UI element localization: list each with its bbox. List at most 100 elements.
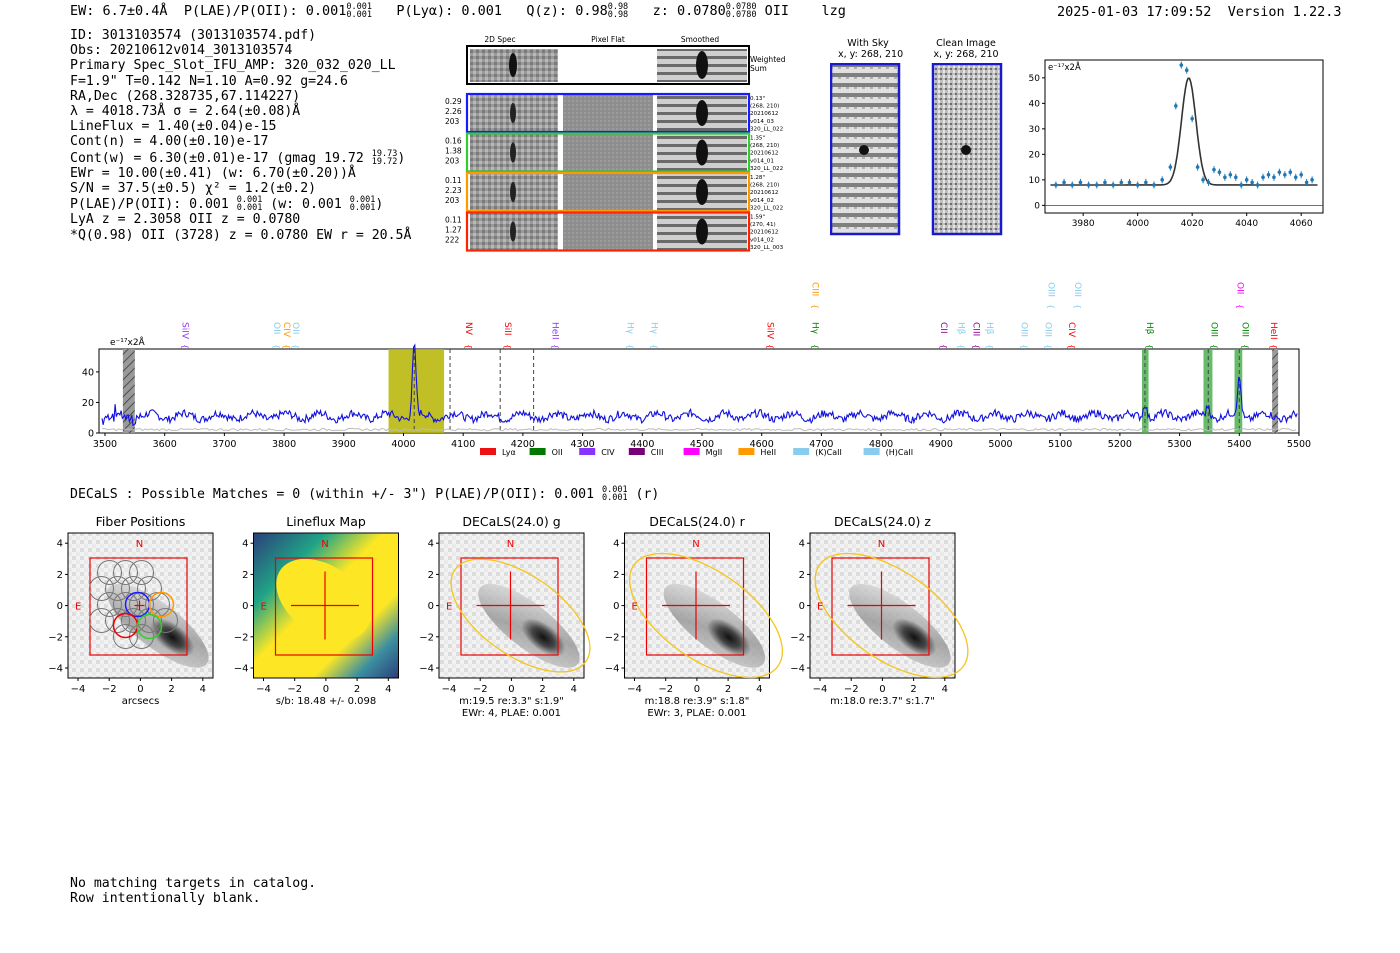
row-meta: (268, 210) — [750, 143, 779, 149]
spectrum-line-bracket: { — [810, 304, 819, 309]
header-z-type: OII — [764, 3, 789, 19]
row-meta: 0.13" — [750, 96, 765, 102]
spectrum-line-bracket: { — [625, 344, 634, 349]
spectrum-line-label: Hβ — [1144, 322, 1154, 335]
fit-data-point — [1062, 180, 1066, 185]
panel-aperture-box — [89, 557, 188, 656]
panel-x-tick-label: 4 — [200, 684, 206, 695]
fit-data-point — [1277, 170, 1282, 174]
panel-caption-1: m:18.8 re:3.9" s:1.8" — [645, 696, 750, 707]
fit-data-point — [1135, 183, 1140, 187]
footer-line1: No matching targets in catalog. — [70, 876, 317, 891]
spectrum-line-bracket: { — [503, 344, 512, 349]
spectrum-line-bracket: { — [1046, 304, 1055, 309]
north-label: N — [878, 539, 885, 550]
spectrum-line-bracket: { — [1019, 344, 1028, 349]
east-label: E — [446, 602, 452, 613]
weighted-sum-smooth-blob — [696, 51, 708, 79]
with-sky-header: With Sky x, y: 268, 210 — [838, 38, 904, 60]
spectrum-line-bracket: { — [957, 344, 966, 349]
header-z: z: 0.0780 — [652, 3, 726, 19]
panel-y-tick-label: 4 — [613, 539, 619, 550]
fit-data-point — [1174, 104, 1178, 108]
fiber-circle — [121, 576, 146, 601]
panel-x-tick-label: 2 — [725, 684, 731, 695]
spectrum-x-tick-label: 3900 — [332, 439, 356, 450]
panel-caption-1: arcsecs — [122, 696, 160, 707]
spectrum-line-bracket: { — [810, 344, 819, 349]
spectrum-line-label: SiII — [502, 322, 512, 336]
fit-data-point — [1070, 183, 1075, 187]
east-label: E — [632, 602, 638, 613]
spectrum-line-label: Hγ — [648, 322, 658, 335]
spectrum-line-label: HeII — [550, 322, 560, 340]
spectrum-x-tick-label: 4200 — [511, 439, 535, 450]
legend-swatch — [480, 448, 496, 455]
spectrum-x-tick-label: 4600 — [750, 439, 774, 450]
spectrum-line-label: Hβ — [984, 322, 994, 335]
spectrum-line-label: OII — [290, 322, 300, 334]
fit-data-point — [1086, 183, 1091, 187]
image-panel: Fiber Positions N E −4 −4 −2 −2 0 0 2 2 4 4 arcsecs — [48, 514, 214, 707]
spectrum-line-label: HeII — [1268, 322, 1278, 340]
legend-swatch — [579, 448, 596, 455]
panel-aperture-box — [831, 557, 930, 656]
panel-y-tick-label: 2 — [428, 570, 434, 581]
row-frame — [465, 211, 751, 252]
legend-label: (K)CaII — [815, 448, 842, 457]
legend-label: CIV — [601, 448, 615, 457]
panel-x-tick-label: 4 — [756, 684, 762, 695]
spectrum-line-bracket: { — [551, 344, 560, 349]
spectrum-x-tick-label: 3500 — [93, 439, 117, 450]
spectrum-line-bracket: { — [649, 344, 658, 349]
legend-label: MgII — [706, 448, 723, 457]
spectrum-line-bracket: { — [1240, 344, 1249, 349]
fit-x-tick-label: 4020 — [1181, 219, 1204, 229]
panel-y-tick-label: 2 — [57, 570, 63, 581]
panel-y-tick-label: 2 — [799, 570, 805, 581]
fit-data-point — [1184, 68, 1189, 72]
row-meta: v014_01 — [750, 158, 774, 164]
fit-plot-frame — [1044, 59, 1324, 214]
weighted-label: Weighted — [750, 55, 786, 64]
info-lambda: λ = 4018.73Å σ = 2.64(±0.08)Å — [70, 104, 301, 120]
panel-title: DECaLS(24.0) r — [649, 514, 745, 529]
row-line-blob — [510, 221, 516, 242]
panel-y-tick-label: 4 — [799, 539, 805, 550]
spectrum-line-bracket: { — [1209, 344, 1218, 349]
fit-data-point — [1206, 180, 1211, 185]
info-plae-w-frac: 0.001 0.001 — [350, 196, 376, 213]
panel-y-tick-label: 2 — [613, 570, 619, 581]
fit-y-tick-label: 20 — [1029, 150, 1041, 160]
legend-swatch — [738, 448, 755, 455]
spectrum-band — [1234, 349, 1243, 433]
spectrum-line-label: OIII — [1239, 322, 1249, 337]
fit-marks — [1050, 61, 1318, 189]
spectrum-x-tick-label: 4700 — [809, 439, 833, 450]
header-plae-sub: 0.001 — [346, 10, 372, 20]
spectrum-line-label: CIV — [1066, 322, 1076, 338]
info-lya: LyA z = 2.3058 OII z = 0.0780 — [70, 212, 301, 228]
legend-swatch — [863, 448, 880, 455]
image-panel: DECaLS(24.0) g N E −4 −4 −2 −2 0 0 2 2 4 4 m:19.5 re:… — [419, 514, 609, 719]
spectrum-line-label: OIII — [1045, 282, 1055, 297]
row-meta: v014_02 — [750, 198, 774, 204]
clean-image-header: Clean Image x, y: 268, 210 — [930, 38, 1002, 60]
with-sky-xy: x, y: 268, 210 — [838, 49, 904, 60]
spectrum-line-bracket: { — [1073, 304, 1082, 309]
row-meta: 20210612 — [750, 111, 778, 117]
row-frame — [465, 171, 751, 213]
detection-info: ID: 3013103574 (3013103574.pdf) Obs: 202… — [70, 28, 411, 243]
spec-line-labels: SiIV {OII {CIV {OII {NV {SiII {HeII {Hγ {Hγ {SiIV… — [180, 282, 1278, 349]
spectrum-line-bracket: { — [1145, 344, 1154, 349]
spectrum-flux-line — [101, 343, 1298, 427]
row-stat-1: 0.11 — [445, 176, 462, 185]
spectrum-line-label: SiIV — [180, 322, 190, 340]
row-line-blob — [510, 103, 516, 123]
header-summary: EW: 6.7±0.4Å P(LAE)/P(OII): 0.001 0.001 0.… — [70, 3, 846, 20]
fit-x-tick-label: 4000 — [1126, 219, 1149, 229]
fit-x-tick-label: 3980 — [1072, 219, 1095, 229]
info-contw-end: ) — [397, 150, 406, 166]
panel-x-tick-label: 0 — [137, 684, 143, 695]
spectrum-x-tick-label: 5200 — [1108, 439, 1132, 450]
